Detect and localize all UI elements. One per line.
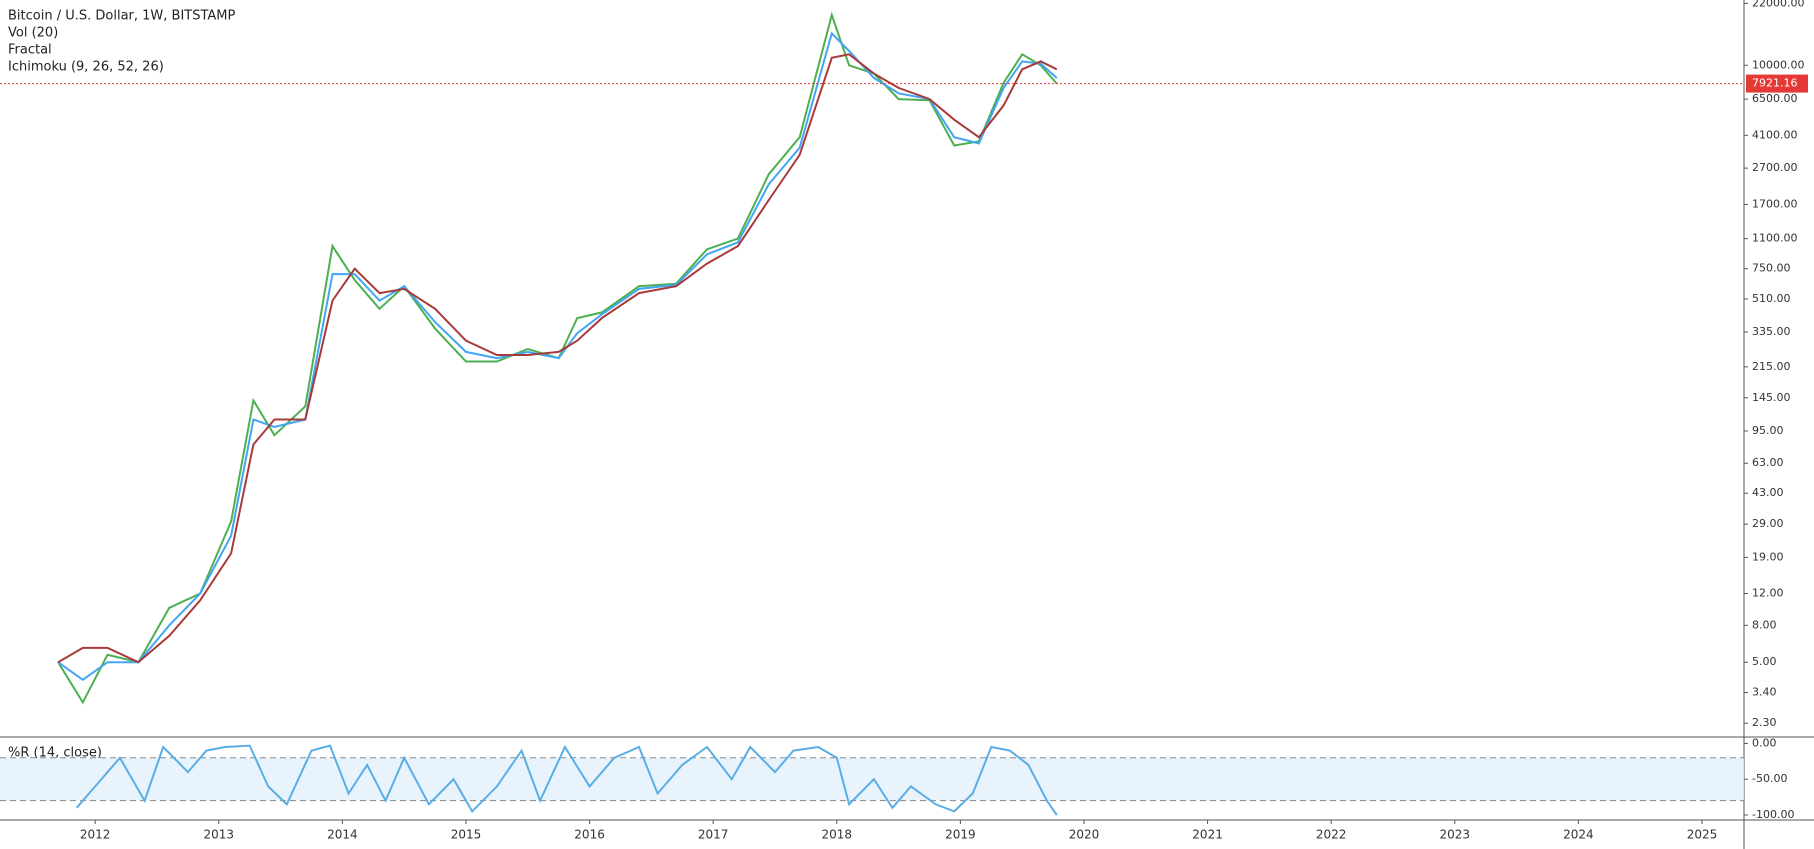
y-tick-label: 1700.00 <box>1752 197 1798 210</box>
last-price-label: 7921.16 <box>1752 77 1798 90</box>
y-tick-label: 0.00 <box>1752 736 1777 749</box>
y-tick-label: 2.30 <box>1752 716 1777 729</box>
y-tick-label: 6500.00 <box>1752 92 1798 105</box>
chart-title: Bitcoin / U.S. Dollar, 1W, BITSTAMP <box>8 9 236 24</box>
y-tick-label: 145.00 <box>1752 391 1791 404</box>
x-tick-label: 2022 <box>1316 828 1347 842</box>
x-tick-label: 2023 <box>1440 828 1471 842</box>
y-tick-label: 5.00 <box>1752 655 1777 668</box>
y-tick-label: 22000.00 <box>1752 0 1805 9</box>
y-tick-label: -100.00 <box>1752 808 1794 821</box>
y-tick-label: 29.00 <box>1752 517 1784 530</box>
x-tick-label: 2016 <box>574 828 605 842</box>
y-tick-label: 335.00 <box>1752 325 1791 338</box>
y-tick-label: 63.00 <box>1752 456 1784 469</box>
y-tick-label: 10000.00 <box>1752 58 1805 71</box>
y-tick-label: 1100.00 <box>1752 232 1798 245</box>
y-tick-label: 4100.00 <box>1752 128 1798 141</box>
x-tick-label: 2014 <box>327 828 358 842</box>
x-tick-label: 2021 <box>1192 828 1223 842</box>
y-tick-label: 3.40 <box>1752 686 1777 699</box>
x-tick-label: 2012 <box>80 828 111 842</box>
indicator-label: Fractal <box>8 43 52 58</box>
y-tick-label: 510.00 <box>1752 292 1791 305</box>
series-line <box>57 53 1058 664</box>
band-fill <box>0 757 1744 801</box>
series-line <box>75 744 1058 816</box>
series-line <box>57 11 1058 705</box>
y-tick-label: 750.00 <box>1752 262 1791 275</box>
x-tick-label: 2024 <box>1563 828 1594 842</box>
y-tick-label: 215.00 <box>1752 360 1791 373</box>
y-tick-label: 12.00 <box>1752 586 1784 599</box>
x-tick-label: 2018 <box>822 828 853 842</box>
x-tick-label: 2017 <box>698 828 729 842</box>
y-tick-label: 8.00 <box>1752 618 1777 631</box>
y-tick-label: 2700.00 <box>1752 161 1798 174</box>
y-tick-label: -50.00 <box>1752 772 1787 785</box>
last-price-box <box>1746 74 1808 93</box>
y-tick-label: 19.00 <box>1752 550 1784 563</box>
y-tick-label: 43.00 <box>1752 486 1784 499</box>
indicator-label: Vol (20) <box>8 26 58 41</box>
indicator-label: Ichimoku (9, 26, 52, 26) <box>8 60 164 75</box>
x-tick-label: 2019 <box>945 828 976 842</box>
indicator-label: %R (14, close) <box>8 746 102 761</box>
y-tick-label: 95.00 <box>1752 424 1784 437</box>
x-tick-label: 2025 <box>1687 828 1718 842</box>
x-tick-label: 2013 <box>203 828 234 842</box>
x-tick-label: 2020 <box>1069 828 1100 842</box>
x-tick-label: 2015 <box>451 828 482 842</box>
